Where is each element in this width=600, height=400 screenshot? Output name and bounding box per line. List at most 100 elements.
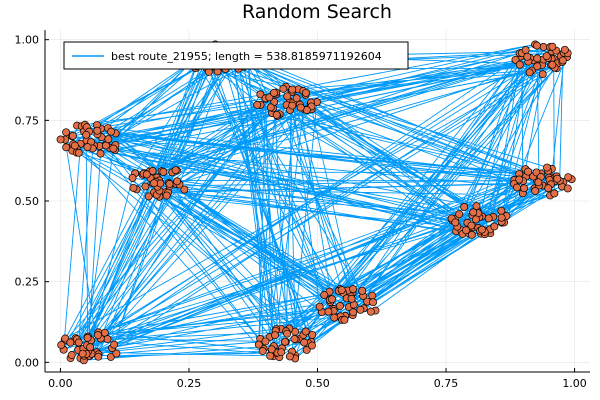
- city-point: [148, 167, 157, 175]
- city-point: [308, 341, 316, 350]
- city-point: [301, 327, 310, 336]
- city-point: [548, 60, 557, 69]
- city-point: [564, 173, 573, 182]
- city-point: [515, 60, 524, 69]
- city-point: [484, 214, 493, 223]
- city-point: [553, 174, 562, 183]
- city-point: [347, 294, 356, 303]
- city-point: [558, 56, 567, 65]
- city-point: [308, 330, 317, 339]
- city-point: [142, 170, 151, 179]
- chart-title: Random Search: [242, 1, 392, 23]
- city-point: [281, 337, 290, 346]
- city-point: [128, 173, 137, 182]
- city-point: [532, 41, 541, 50]
- y-tick-label: 0.00: [15, 356, 40, 369]
- city-point: [337, 286, 346, 294]
- city-point: [511, 55, 520, 64]
- city-point: [180, 185, 189, 194]
- y-tick-label: 1.00: [15, 34, 40, 47]
- city-point: [292, 94, 301, 103]
- city-point: [272, 110, 281, 119]
- city-point: [472, 215, 480, 224]
- city-point: [285, 352, 294, 361]
- city-point: [544, 184, 553, 193]
- x-tick-label: 1.00: [562, 377, 587, 390]
- city-point: [94, 352, 103, 361]
- city-point: [270, 97, 279, 106]
- city-point: [369, 298, 377, 307]
- city-point: [490, 222, 499, 231]
- legend-label-route: best route_21955; length = 538.818597119…: [111, 50, 382, 63]
- city-point: [96, 149, 105, 158]
- city-point: [366, 307, 375, 316]
- city-point: [159, 167, 168, 176]
- city-point: [533, 54, 542, 63]
- city-point: [324, 307, 333, 316]
- city-point: [57, 341, 66, 349]
- city-point: [515, 175, 524, 184]
- legend-box: [63, 41, 409, 70]
- route-path: [60, 43, 574, 361]
- city-point: [451, 218, 460, 227]
- city-point: [467, 230, 476, 239]
- city-point: [83, 333, 92, 342]
- city-point: [56, 135, 65, 144]
- city-point: [288, 85, 297, 94]
- city-point: [543, 163, 551, 172]
- city-point: [521, 46, 530, 54]
- city-point: [534, 178, 543, 187]
- city-point: [277, 348, 286, 357]
- city-point: [349, 308, 358, 317]
- city-point: [477, 225, 486, 234]
- city-point: [560, 45, 569, 54]
- city-point: [356, 305, 365, 314]
- y-tick-label: 0.25: [15, 276, 40, 289]
- city-point: [271, 331, 279, 340]
- city-point: [340, 315, 349, 324]
- city-point: [524, 167, 532, 176]
- city-point: [497, 213, 506, 222]
- city-point: [103, 335, 112, 344]
- y-tick-label: 0.75: [15, 114, 40, 127]
- city-point: [107, 127, 116, 136]
- city-point: [110, 340, 118, 349]
- city-point: [93, 331, 102, 340]
- city-point: [467, 221, 476, 230]
- city-point: [349, 285, 357, 294]
- city-point: [497, 206, 506, 215]
- city-point: [62, 143, 71, 152]
- city-point: [513, 183, 521, 192]
- city-point: [531, 187, 540, 195]
- city-point: [550, 189, 559, 198]
- city-point: [67, 351, 76, 359]
- city-point: [279, 84, 288, 93]
- city-point: [144, 192, 153, 201]
- city-point: [300, 338, 309, 347]
- city-point: [462, 226, 471, 235]
- city-point: [74, 148, 83, 157]
- route-lines: [60, 43, 574, 361]
- city-point: [68, 131, 77, 140]
- city-point: [86, 343, 95, 352]
- city-point: [315, 302, 324, 311]
- city-point: [256, 90, 265, 99]
- city-point: [525, 68, 534, 77]
- city-point: [165, 180, 174, 188]
- city-point: [533, 62, 542, 71]
- city-point: [283, 329, 292, 338]
- city-point: [78, 349, 87, 358]
- city-point: [254, 340, 263, 349]
- city-point: [70, 141, 79, 150]
- city-point: [173, 177, 181, 186]
- city-point: [523, 52, 532, 61]
- city-point: [320, 291, 329, 299]
- city-point: [563, 184, 572, 193]
- city-point: [112, 349, 121, 358]
- city-point: [261, 337, 270, 346]
- city-point: [296, 103, 305, 112]
- x-tick-label: 0.50: [305, 377, 330, 390]
- city-point: [253, 100, 262, 109]
